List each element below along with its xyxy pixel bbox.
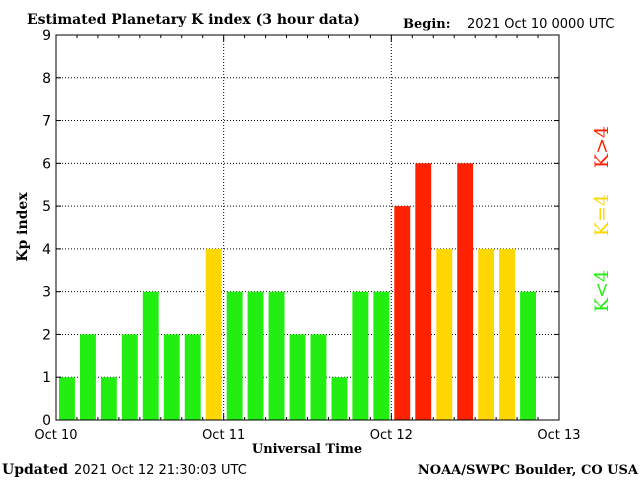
kp-bar — [268, 291, 285, 420]
y-tick-label: 3 — [42, 285, 51, 301]
y-tick-label: 9 — [42, 28, 51, 44]
kp-bar — [289, 334, 306, 420]
x-ticks: Oct 10 Oct 11 Oct 12 Oct 13 — [34, 35, 581, 443]
y-tick-label: 0 — [42, 413, 51, 429]
kp-bar — [373, 291, 390, 420]
y-tick-label: 7 — [42, 114, 51, 130]
kp-bar — [457, 163, 474, 421]
kp-bar — [121, 334, 138, 420]
y-tick-label: 4 — [42, 242, 51, 258]
source-credit: NOAA/SWPC Boulder, CO USA — [418, 463, 639, 478]
kp-bar — [100, 377, 117, 420]
kp-bar — [499, 248, 515, 420]
y-tick-label: 5 — [42, 199, 51, 215]
updated-label: Updated — [2, 462, 68, 478]
kp-bar — [80, 334, 96, 420]
kp-bar — [394, 206, 411, 420]
kp-bar — [226, 291, 243, 420]
legend-k-below-4: K<4 — [591, 270, 613, 312]
legend-k-above-4: K>4 — [591, 126, 613, 168]
kp-bar — [142, 291, 159, 420]
x-tick-label: Oct 10 — [34, 428, 77, 443]
x-tick-label: Oct 12 — [370, 428, 413, 443]
kp-bar — [310, 334, 327, 420]
y-tick-label: 8 — [42, 71, 51, 87]
x-tick-label: Oct 11 — [202, 428, 245, 443]
y-ticks: 0 1 2 3 4 5 6 7 8 9 — [42, 28, 559, 429]
kp-bar — [247, 291, 264, 420]
x-tick-label: Oct 13 — [537, 428, 580, 443]
updated-value: 2021 Oct 12 21:30:03 UTC — [74, 463, 247, 478]
kp-bar — [205, 248, 222, 420]
kp-bar — [59, 377, 75, 420]
x-axis-label: Universal Time — [252, 442, 362, 457]
kp-bar — [331, 377, 348, 420]
y-tick-label: 1 — [42, 370, 51, 386]
kp-bar — [184, 334, 201, 420]
y-axis-label: Kp index — [15, 192, 31, 262]
grid — [56, 35, 559, 420]
kp-bar — [478, 248, 495, 420]
y-tick-label: 6 — [42, 156, 51, 172]
chart-title: Estimated Planetary K index (3 hour data… — [27, 12, 360, 28]
kp-bar — [436, 248, 453, 420]
begin-value: 2021 Oct 10 0000 UTC — [467, 17, 615, 32]
begin-label: Begin: — [403, 17, 451, 32]
legend-k-equal-4: K=4 — [591, 194, 613, 236]
kp-bar — [352, 291, 369, 420]
kp-bar — [163, 334, 180, 420]
kp-bar — [520, 291, 536, 420]
y-tick-label: 2 — [42, 327, 51, 343]
bars — [59, 163, 536, 421]
kp-bar — [415, 163, 432, 421]
